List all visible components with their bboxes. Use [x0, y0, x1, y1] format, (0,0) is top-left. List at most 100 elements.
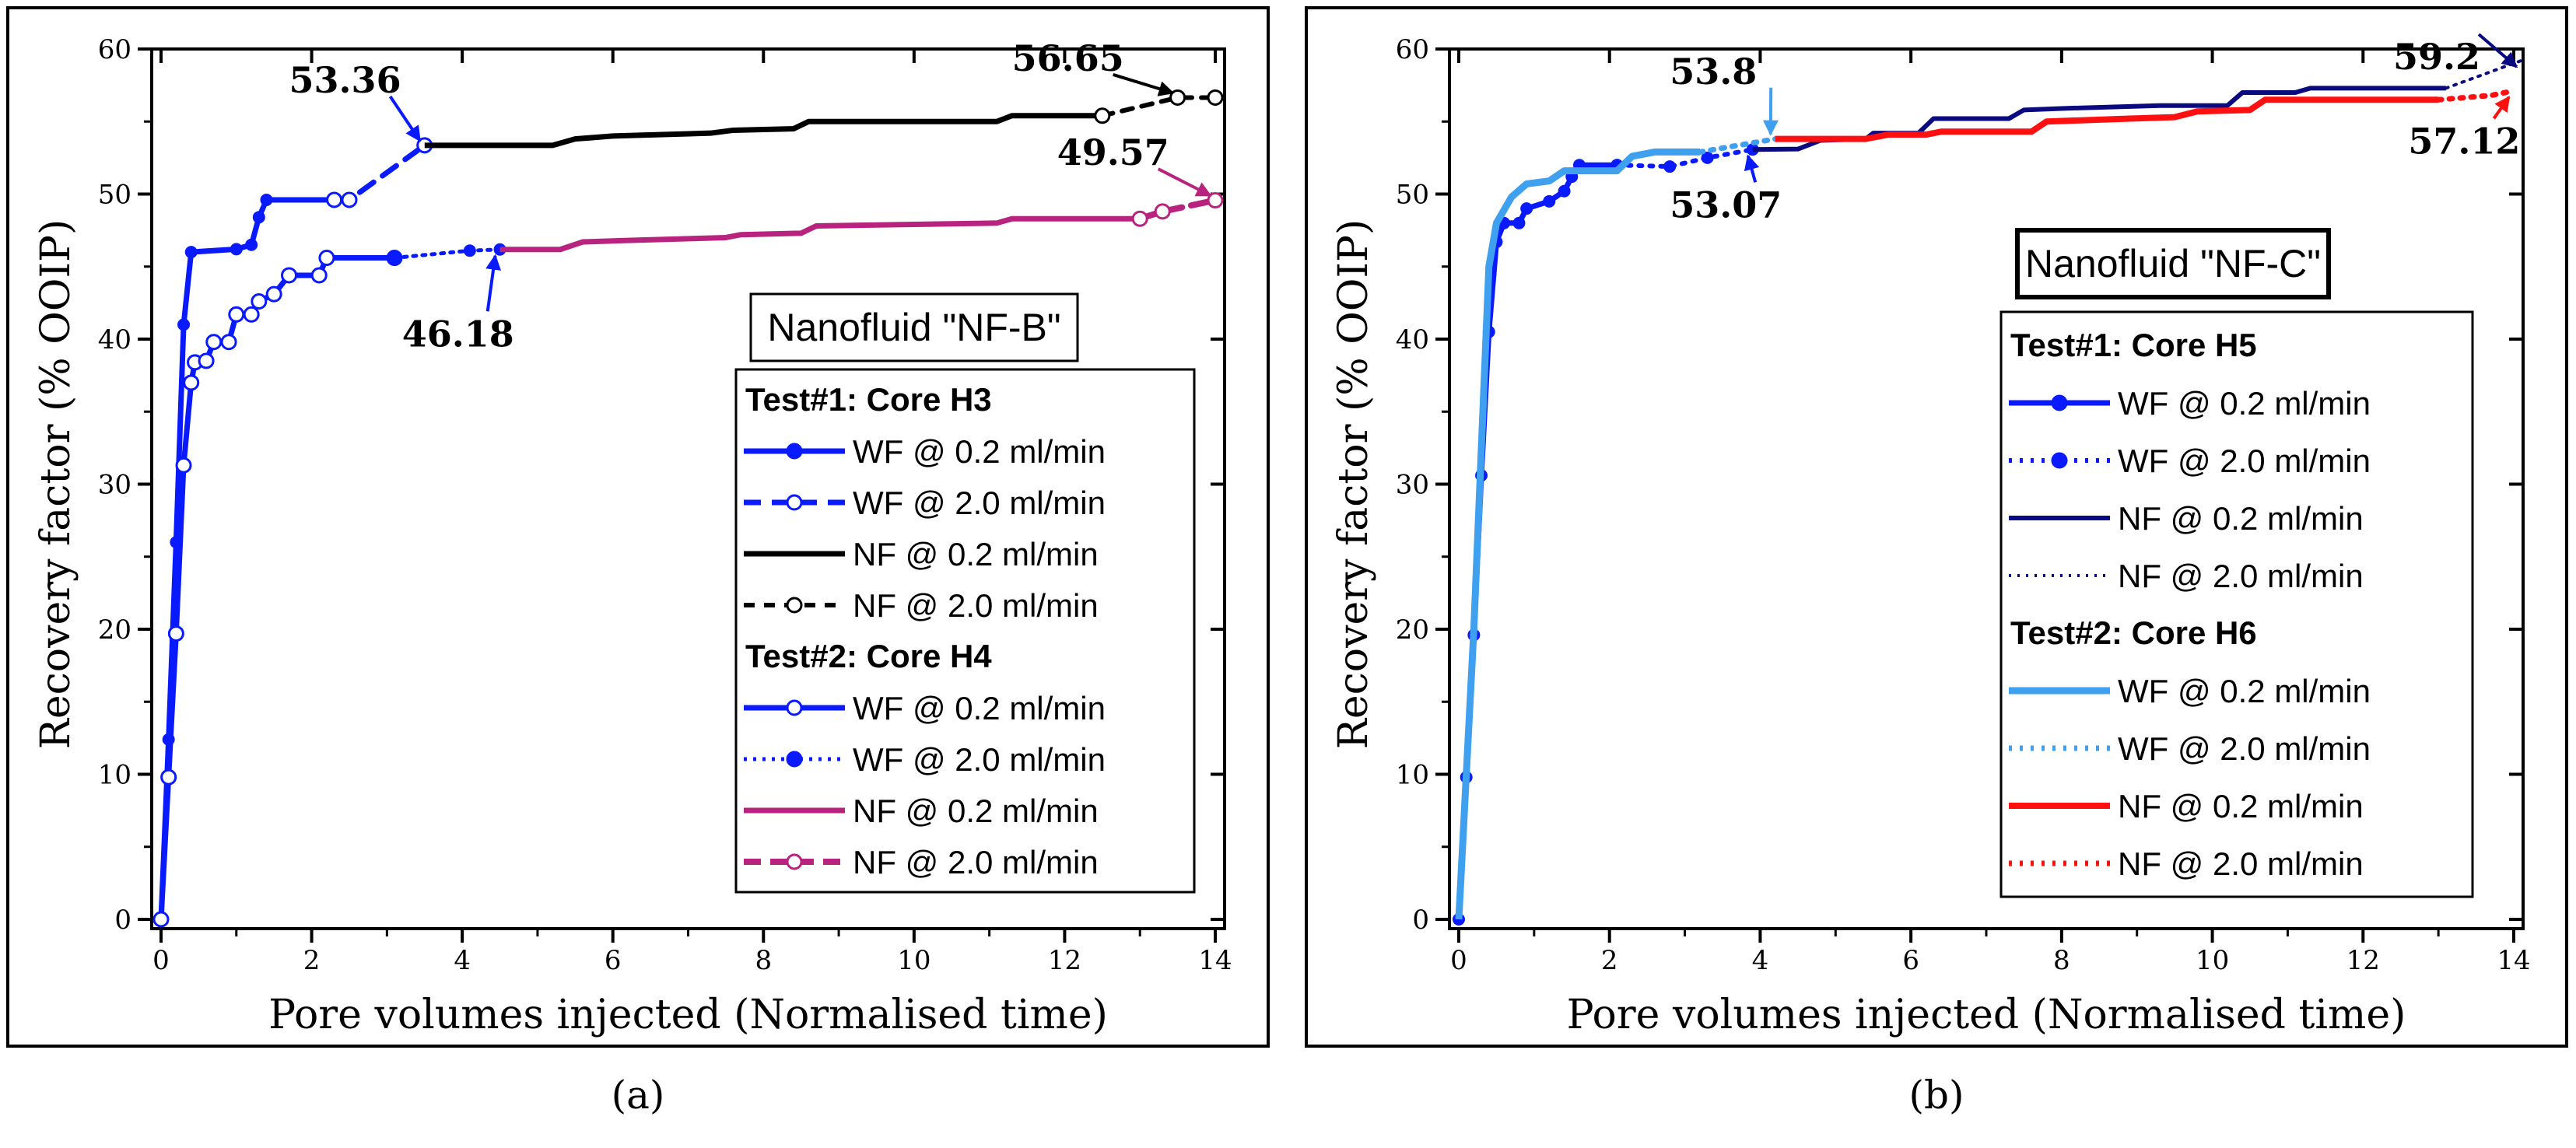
legend-marker	[786, 597, 803, 614]
legend-group-heading: Test#2: Core H6	[2010, 614, 2257, 651]
series-line-5	[1697, 136, 1779, 155]
data-point	[230, 243, 243, 256]
data-point	[341, 191, 358, 208]
y-tick-label: 20	[1396, 614, 1429, 646]
legend-entry: NF @ 2.0 ml/min	[2118, 558, 2364, 594]
annotation-label: 53.07	[1670, 184, 1782, 226]
legend-marker	[786, 699, 803, 716]
x-tick-label: 0	[1450, 945, 1467, 976]
y-tick-label: 60	[98, 34, 131, 65]
y-tick-label: 60	[1396, 34, 1429, 65]
annotation-label: 57.12	[2408, 120, 2520, 162]
series-line-1	[331, 142, 428, 203]
x-tick-label: 2	[303, 945, 321, 976]
data-point	[245, 238, 258, 251]
title-box-text: Nanofluid "NF-B"	[767, 306, 1060, 349]
x-tick-label: 8	[2053, 945, 2070, 976]
legend-group-heading: Test#1: Core H3	[745, 381, 992, 418]
data-point	[265, 285, 282, 303]
data-point	[205, 334, 223, 351]
x-tick-label: 4	[454, 945, 471, 976]
series-line-7	[1137, 197, 1218, 222]
legend-marker	[786, 751, 803, 768]
data-point	[1154, 203, 1171, 220]
data-point	[228, 306, 245, 323]
legend-entry: NF @ 0.2 ml/min	[853, 536, 1099, 572]
y-tick-label: 20	[98, 614, 131, 646]
annotation-label: 49.57	[1057, 131, 1169, 173]
annotation-label: 53.36	[289, 59, 401, 101]
x-tick-label: 4	[1752, 945, 1769, 976]
data-point	[1131, 210, 1148, 227]
data-point	[160, 768, 177, 786]
y-axis-label: Recovery factor (% OOIP)	[1330, 219, 1377, 750]
legend-marker	[2051, 394, 2068, 411]
data-point	[251, 293, 268, 310]
legend-entry: NF @ 0.2 ml/min	[2118, 500, 2364, 537]
legend-entry: WF @ 2.0 ml/min	[2118, 730, 2371, 767]
legend-entry: NF @ 0.2 ml/min	[2118, 788, 2364, 824]
data-point	[243, 306, 260, 323]
data-point	[260, 193, 273, 206]
panel-label: (b)	[1908, 1073, 1964, 1118]
series-line-5	[392, 247, 503, 261]
annotation-label: 56.65	[1012, 37, 1124, 79]
data-point	[1701, 151, 1714, 164]
y-tick-label: 50	[98, 180, 131, 211]
series-line-0	[1456, 162, 1617, 920]
annotation-arrow	[1157, 167, 1212, 198]
legend-marker	[786, 443, 803, 460]
annotation-arrow	[388, 95, 422, 142]
series-line-6	[1775, 96, 2439, 142]
panel-label: (a)	[612, 1073, 665, 1118]
series-line-6	[499, 215, 1141, 253]
annotation-arrow	[2477, 33, 2518, 68]
legend-entry: NF @ 2.0 ml/min	[853, 844, 1099, 880]
y-tick-label: 0	[1412, 905, 1429, 936]
x-tick-label: 6	[605, 945, 622, 976]
legend-group-heading: Test#2: Core H4	[745, 638, 992, 674]
annotation-arrow	[2492, 96, 2511, 120]
y-tick-label: 40	[98, 324, 131, 355]
legend-entry: NF @ 0.2 ml/min	[853, 793, 1099, 829]
legend-entry: NF @ 2.0 ml/min	[853, 587, 1099, 624]
data-point	[318, 250, 335, 267]
legend-marker	[786, 853, 803, 870]
annotation-label: 46.18	[402, 313, 514, 355]
panel-b: 0 2 4 6 8 10 12 14 0 10 20 30 40 50 60 Pore volumes inj…	[1305, 6, 2568, 1118]
data-point	[1512, 216, 1526, 229]
y-tick-label: 10	[1396, 760, 1429, 791]
x-tick-label: 12	[2346, 945, 2380, 976]
y-tick-label: 30	[1396, 470, 1429, 501]
data-point	[1663, 160, 1677, 173]
x-tick-label: 14	[2497, 945, 2530, 976]
panel-frame	[6, 6, 1270, 1048]
data-point	[1207, 192, 1224, 209]
data-point	[198, 352, 215, 369]
data-point	[281, 267, 298, 284]
data-point	[1094, 107, 1111, 124]
title-box	[2015, 228, 2331, 299]
series-line-2	[424, 113, 1102, 149]
x-tick-label: 10	[897, 945, 931, 976]
legend	[734, 368, 1196, 894]
legend-entry: WF @ 0.2 ml/min	[2118, 673, 2371, 709]
panel-frame	[1305, 6, 2568, 1048]
annotation-arrow	[485, 254, 501, 312]
data-point	[252, 211, 265, 224]
y-tick-label: 0	[114, 905, 131, 936]
data-point	[388, 251, 401, 264]
legend-marker	[786, 494, 803, 511]
annotation-label: 53.8	[1670, 51, 1757, 93]
annotation-arrow	[1113, 73, 1175, 96]
series-line-3	[1099, 95, 1218, 118]
data-point	[463, 244, 476, 257]
legend-entry: WF @ 0.2 ml/min	[853, 433, 1106, 470]
data-point	[220, 334, 237, 351]
y-tick-label: 30	[98, 470, 131, 501]
y-tick-label: 10	[98, 760, 131, 791]
data-point	[310, 267, 328, 284]
data-point	[1558, 184, 1571, 198]
data-point	[184, 246, 198, 259]
